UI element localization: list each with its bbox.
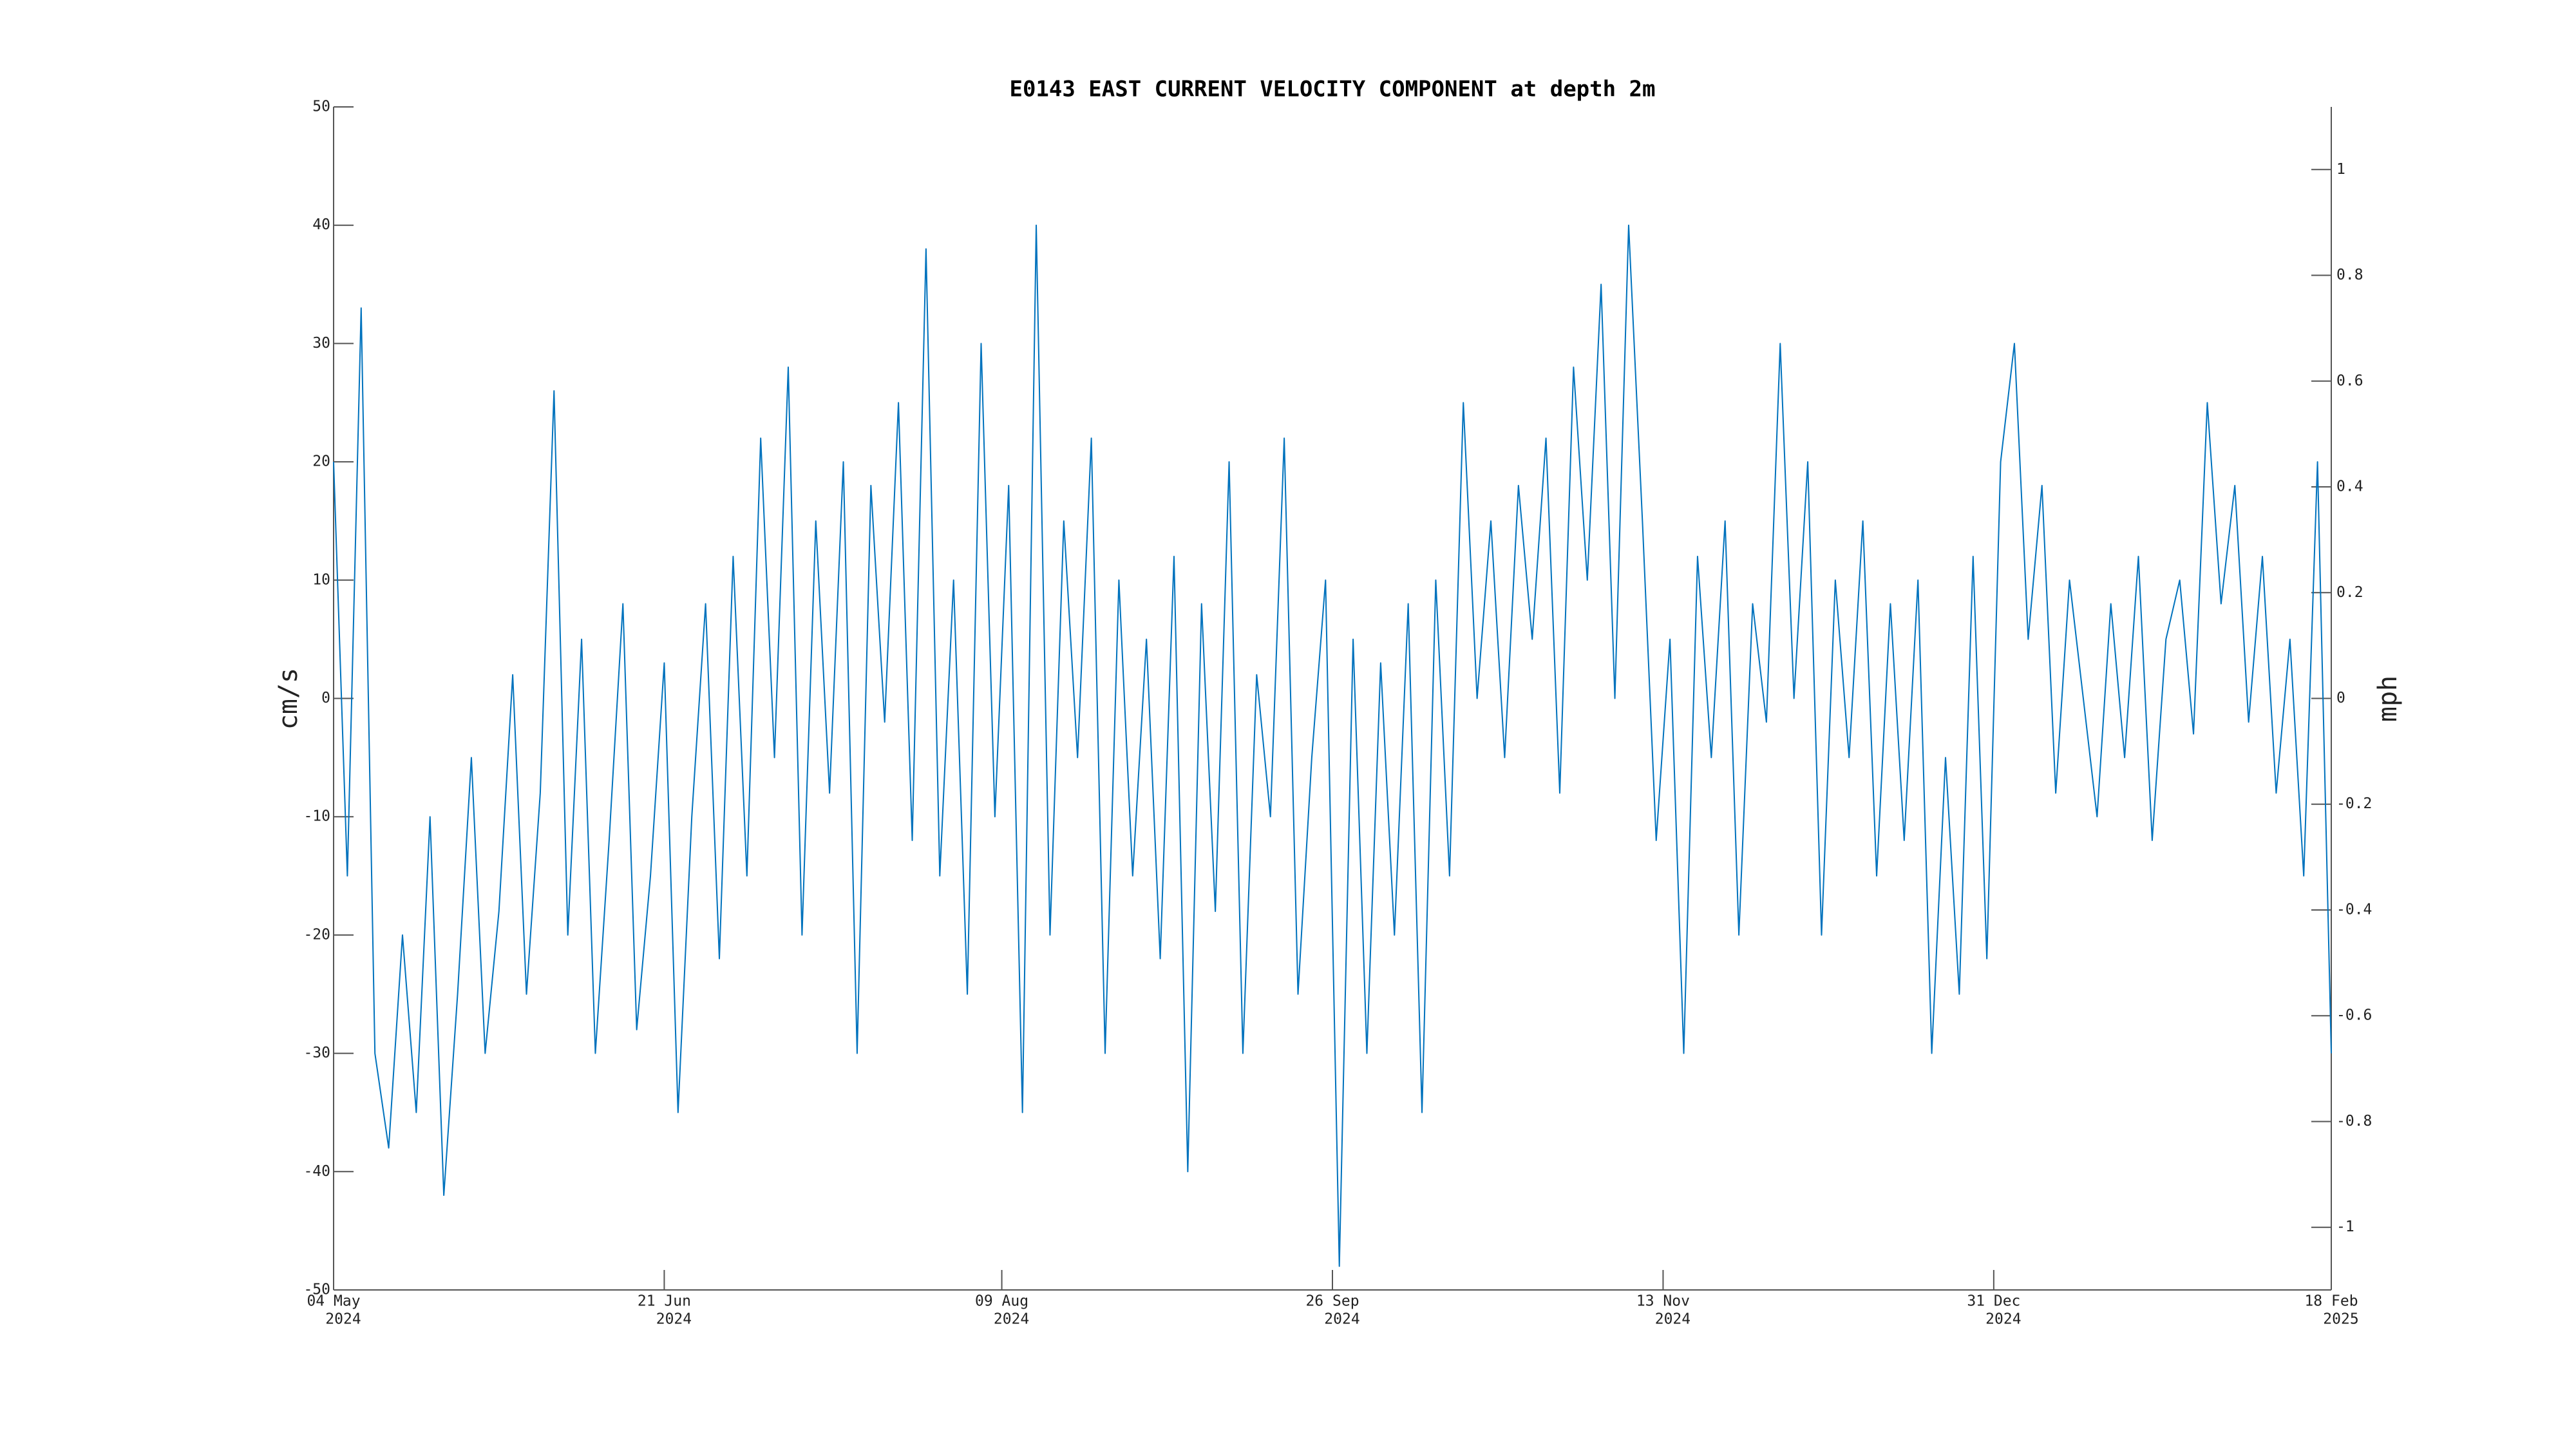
y2-tick-label: 0.2 <box>2336 584 2363 601</box>
x-tick-label: 2024 <box>1324 1311 1359 1328</box>
x-tick-label: 2024 <box>1985 1311 2021 1328</box>
y-tick-label: -10 <box>303 808 330 825</box>
x-tick-label: 2024 <box>1655 1311 1690 1328</box>
y2-tick-label: 0.4 <box>2336 478 2363 495</box>
x-tick-label: 2024 <box>325 1311 361 1328</box>
y2-tick-label: -0.4 <box>2336 901 2372 918</box>
y-tick-label: 30 <box>312 335 330 352</box>
y2-tick-label: -0.8 <box>2336 1113 2372 1130</box>
y-tick-label: 0 <box>321 690 330 706</box>
y-tick-label: 20 <box>312 453 330 470</box>
y-tick-label: -20 <box>303 926 330 943</box>
y-tick-label: -40 <box>303 1163 330 1180</box>
x-tick-label: 2024 <box>994 1311 1029 1328</box>
x-tick-label: 21 Jun <box>638 1293 691 1310</box>
y-tick-label: 10 <box>312 571 330 588</box>
x-tick-label: 2024 <box>656 1311 692 1328</box>
y-tick-label: -30 <box>303 1045 330 1061</box>
x-tick-label: 13 Nov <box>1636 1293 1690 1310</box>
y2-tick-label: 0.6 <box>2336 372 2363 389</box>
y-tick-label: 50 <box>312 99 330 115</box>
data-line <box>333 224 2332 1267</box>
x-tick-label: 09 Aug <box>975 1293 1028 1310</box>
chart-title: E0143 EAST CURRENT VELOCITY COMPONENT at… <box>1009 77 1655 102</box>
y2-tick-label: 1 <box>2336 161 2345 178</box>
y-axis-label: cm/s <box>274 668 303 730</box>
y2-tick-label: 0 <box>2336 690 2345 706</box>
x-tick-label: 2025 <box>2323 1311 2358 1328</box>
y2-tick-label: 0.8 <box>2336 267 2363 283</box>
y2-tick-label: -0.2 <box>2336 795 2372 812</box>
x-tick-label: 26 Sep <box>1305 1293 1359 1310</box>
x-tick-label: 04 May <box>307 1293 360 1310</box>
x-tick-label: 18 Feb <box>2304 1293 2358 1310</box>
y2-tick-label: -0.6 <box>2336 1007 2372 1024</box>
y-tick-label: 40 <box>312 216 330 233</box>
y2-tick-label: -1 <box>2336 1218 2354 1235</box>
y-tick-label: -50 <box>303 1282 330 1298</box>
x-tick-label: 31 Dec <box>1967 1293 2020 1310</box>
y2-axis-label: mph <box>2373 676 2403 722</box>
